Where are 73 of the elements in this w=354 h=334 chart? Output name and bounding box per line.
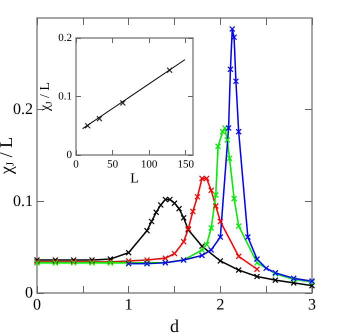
point	[217, 258, 224, 264]
point	[190, 208, 196, 215]
point	[254, 256, 260, 262]
point	[230, 195, 238, 202]
point	[162, 196, 168, 203]
point	[225, 124, 232, 132]
point	[226, 155, 233, 162]
point	[194, 194, 201, 200]
point	[217, 218, 224, 225]
point	[236, 128, 242, 135]
point	[176, 206, 182, 212]
point	[254, 266, 260, 272]
x-axis-title: d	[170, 316, 179, 334]
point	[230, 34, 238, 40]
point	[198, 246, 206, 254]
point	[244, 234, 251, 240]
point	[198, 252, 206, 259]
point	[166, 67, 173, 74]
point	[222, 124, 228, 132]
point	[254, 260, 260, 266]
point	[229, 26, 236, 32]
point	[227, 66, 234, 72]
point	[180, 238, 187, 245]
point	[308, 282, 316, 289]
x-tick-label: 3	[308, 296, 316, 314]
y-axis-title: χJ / L	[0, 136, 16, 176]
point	[272, 277, 278, 284]
x-tick-label: 1	[124, 296, 133, 314]
point	[153, 209, 160, 216]
point	[203, 175, 210, 182]
x-tick-label: 100	[140, 158, 158, 170]
point	[171, 250, 178, 257]
y-tick-label: 0.2	[58, 32, 72, 44]
y-axis-title: χJ / L	[38, 82, 54, 112]
point	[236, 222, 242, 230]
point	[254, 273, 260, 280]
point	[290, 280, 297, 286]
point	[198, 243, 206, 250]
x-tick-label: 150	[177, 158, 194, 170]
point	[212, 202, 219, 210]
point	[232, 78, 240, 84]
point	[214, 143, 222, 150]
point	[158, 202, 164, 208]
point	[236, 266, 242, 274]
x-tick-label: 50	[107, 158, 119, 170]
point	[224, 136, 230, 144]
point	[198, 175, 206, 182]
point	[166, 196, 174, 203]
point	[208, 246, 214, 254]
point	[208, 187, 214, 194]
point	[220, 128, 226, 135]
point	[217, 234, 224, 240]
point	[180, 214, 187, 221]
point	[96, 116, 102, 122]
point	[171, 200, 178, 206]
point	[144, 228, 150, 234]
point	[208, 224, 214, 232]
point	[212, 192, 219, 198]
x-tick-label: 2	[216, 296, 224, 314]
point	[120, 100, 126, 106]
y-tick-label: 0	[66, 149, 72, 161]
y-tick-label: 0.2	[13, 101, 33, 118]
point	[263, 265, 270, 272]
point	[107, 256, 114, 262]
y-tick-label: 0.1	[58, 90, 72, 102]
point	[126, 250, 132, 256]
point	[148, 218, 155, 225]
x-axis-title: L	[130, 172, 139, 186]
x-tick-label: 0	[73, 158, 80, 170]
y-tick-label: 0.1	[13, 192, 33, 210]
point	[236, 253, 242, 260]
y-tick-label: 0	[25, 284, 33, 302]
point	[203, 241, 210, 248]
